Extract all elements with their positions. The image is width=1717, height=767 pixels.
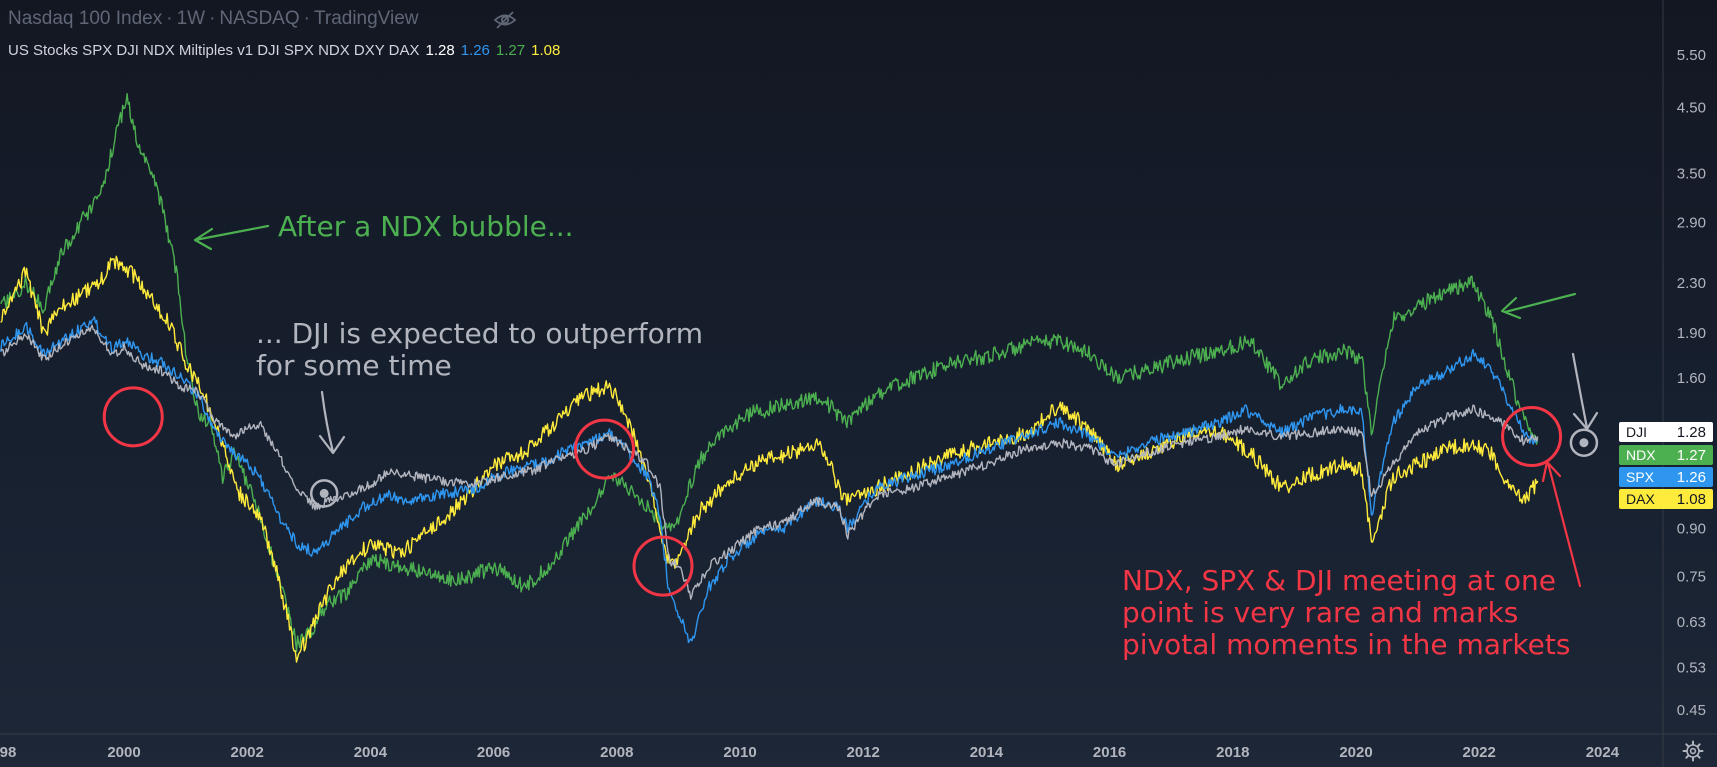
annotation-meeting-line-2[interactable]: point is very rare and marks <box>1122 596 1518 629</box>
time-tick-label: 2022 <box>1463 744 1496 761</box>
price-tick-label: 0.63 <box>1677 614 1706 631</box>
tag-series-name: DJI <box>1626 424 1647 440</box>
time-tick-label: 2016 <box>1093 744 1126 761</box>
price-tick-label: 0.53 <box>1677 659 1706 676</box>
last-value-tag-dax[interactable]: DAX 1.08 <box>1619 489 1713 509</box>
arrow-meeting-point[interactable] <box>1541 460 1582 588</box>
highlight-circle-1[interactable] <box>102 386 164 448</box>
tag-series-name: DAX <box>1626 491 1655 507</box>
series-line-ndx[interactable] <box>0 93 1539 653</box>
indicator-value-dax: 1.08 <box>531 42 561 59</box>
price-tick-label: 3.50 <box>1677 165 1706 182</box>
time-tick-label: 2008 <box>600 744 633 761</box>
highlight-circle-2[interactable] <box>573 418 635 480</box>
time-tick-label: 2014 <box>970 744 1004 761</box>
time-tick-label: 2006 <box>477 744 510 761</box>
indicator-value-spx: 1.26 <box>460 42 490 59</box>
symbol-title: Nasdaq 100 Index · 1W · NASDAQ · TradingView <box>8 8 419 30</box>
symbol-name: Nasdaq 100 Index <box>8 8 163 29</box>
gear-icon[interactable] <box>1682 740 1704 762</box>
arrow-target-2023[interactable] <box>1571 352 1599 431</box>
title-separator: · <box>166 8 173 29</box>
indicator-value-dji: 1.28 <box>425 42 455 59</box>
price-tick-label: 1.90 <box>1677 325 1706 342</box>
price-tick-label: 2.30 <box>1677 275 1706 292</box>
arrow-dji-2003[interactable] <box>318 390 346 455</box>
last-value-tags: DJI 1.28 NDX 1.27 SPX 1.26 DAX 1.08 <box>1619 422 1713 509</box>
annotation-meeting-line-3[interactable]: pivotal moments in the markets <box>1122 628 1570 661</box>
time-tick-label: 2012 <box>847 744 880 761</box>
time-tick-label: 98 <box>0 744 16 761</box>
tag-series-value: 1.08 <box>1677 491 1706 508</box>
time-tick-label: 2024 <box>1586 744 1620 761</box>
arrow-ndx-bubble[interactable] <box>193 224 270 251</box>
indicator-legend[interactable]: US Stocks SPX DJI NDX Miltiples v1 DJI S… <box>8 42 560 59</box>
annotation-layer <box>102 224 1599 597</box>
target-marker-1[interactable] <box>309 479 339 508</box>
series-line-dji[interactable] <box>0 324 1539 600</box>
time-tick-label: 2018 <box>1216 744 1249 761</box>
tag-series-value: 1.28 <box>1677 424 1706 441</box>
annotation-dji-outperform-line-1[interactable]: ... DJI is expected to outperform <box>256 317 703 350</box>
indicator-value-ndx: 1.27 <box>495 42 526 59</box>
series-layer <box>0 93 1539 663</box>
tag-series-value: 1.26 <box>1677 469 1706 486</box>
last-value-tag-dji[interactable]: DJI 1.28 <box>1619 422 1713 442</box>
last-value-tag-ndx[interactable]: NDX 1.27 <box>1619 445 1713 465</box>
time-tick-label: 2020 <box>1339 744 1372 761</box>
eye-hidden-icon[interactable] <box>493 9 517 31</box>
time-tick-label: 2004 <box>354 744 388 761</box>
indicator-name: US Stocks SPX DJI NDX Miltiples v1 DJI S… <box>8 42 420 59</box>
exchange-label: NASDAQ <box>219 8 300 29</box>
price-tick-label: 2.90 <box>1677 214 1706 231</box>
title-separator: · <box>209 8 216 29</box>
platform-label: TradingView <box>313 8 419 29</box>
target-marker-2[interactable] <box>1569 428 1599 457</box>
tag-series-name: NDX <box>1626 447 1656 463</box>
highlight-circle-3[interactable] <box>632 535 694 597</box>
interval-label[interactable]: 1W <box>176 8 206 29</box>
price-axis[interactable]: 7.00 5.50 4.50 3.50 2.90 2.30 1.90 1.60 0.90 0.75… <box>1677 0 1706 719</box>
title-separator: · <box>303 8 310 29</box>
price-tick-label: 7.00 <box>1677 0 1706 1</box>
price-tick-label: 4.50 <box>1677 100 1706 117</box>
annotation-ndx-bubble[interactable]: After a NDX bubble... <box>278 210 574 243</box>
annotation-dji-outperform-line-2[interactable]: for some time <box>256 349 452 382</box>
tag-series-name: SPX <box>1626 469 1655 485</box>
price-tick-label: 1.60 <box>1677 370 1706 387</box>
last-value-tag-spx[interactable]: SPX 1.26 <box>1619 467 1713 487</box>
arrow-ndx-2022[interactable] <box>1500 292 1577 320</box>
time-tick-label: 2000 <box>107 744 140 761</box>
time-axis[interactable]: 98 2000 2002 2004 2006 2008 2010 2012 2014 2016 20… <box>0 744 1620 761</box>
price-tick-label: 0.45 <box>1677 702 1706 719</box>
highlight-circle-4[interactable] <box>1501 406 1563 468</box>
series-line-dax[interactable] <box>0 255 1539 663</box>
annotation-meeting-line-1[interactable]: NDX, SPX & DJI meeting at one <box>1122 564 1556 597</box>
time-tick-label: 2002 <box>231 744 264 761</box>
price-tick-label: 0.75 <box>1677 568 1706 585</box>
price-tick-label: 5.50 <box>1677 47 1706 64</box>
price-tick-label: 0.90 <box>1677 521 1706 538</box>
time-tick-label: 2010 <box>723 744 756 761</box>
tag-series-value: 1.27 <box>1677 447 1706 464</box>
